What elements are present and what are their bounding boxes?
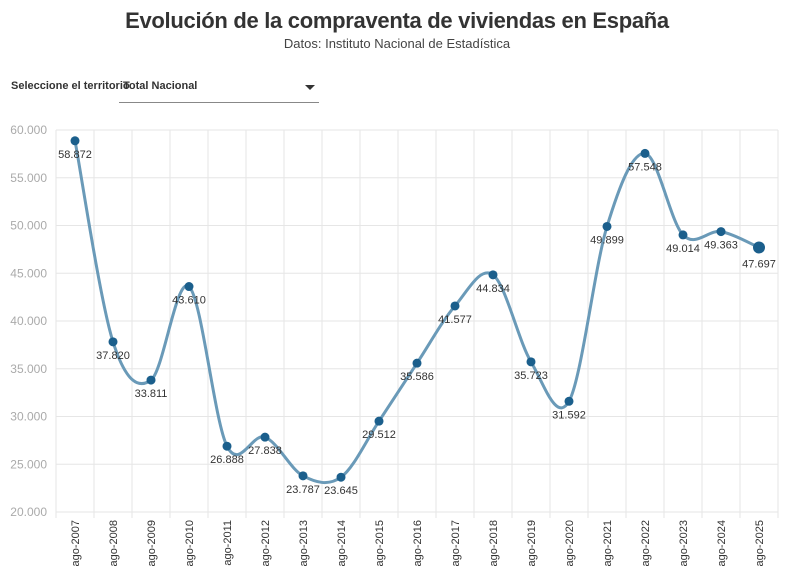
- data-label: 47.697: [742, 258, 776, 270]
- data-label: 57.548: [628, 161, 662, 173]
- data-point: [146, 375, 156, 385]
- x-tick-label: ago-2014: [336, 520, 348, 567]
- data-point: [640, 148, 650, 158]
- data-label: 29.512: [362, 429, 396, 441]
- data-point: [108, 337, 118, 347]
- data-point: [753, 241, 765, 254]
- y-tick-label: 50.000: [10, 219, 47, 233]
- data-labels: 58.872 37.820 33.811 43.610 26.888 27.838 23.7…: [58, 149, 776, 497]
- y-tick-label: 60.000: [10, 123, 47, 137]
- data-point: [716, 227, 726, 237]
- grid-lines: [55, 129, 779, 518]
- territory-selector-label: Seleccione el territorio: [11, 80, 130, 92]
- x-tick-label: ago-2015: [374, 520, 386, 567]
- x-tick-label: ago-2010: [184, 520, 196, 567]
- data-point: [70, 136, 80, 146]
- x-tick-label: ago-2012: [260, 520, 272, 567]
- y-axis: 20.000 25.000 30.000 35.000 40.000 45.000 50.0…: [10, 123, 47, 519]
- x-tick-label: ago-2023: [678, 520, 690, 567]
- data-label: 23.645: [324, 485, 358, 497]
- y-tick-label: 45.000: [10, 266, 47, 280]
- data-label: 37.820: [96, 350, 130, 362]
- data-point: [298, 471, 308, 481]
- data-point: [412, 358, 422, 368]
- y-tick-label: 40.000: [10, 314, 47, 328]
- y-tick-label: 35.000: [10, 362, 47, 376]
- data-point: [222, 441, 232, 451]
- x-tick-label: ago-2008: [108, 520, 120, 567]
- x-axis: ago-2007 ago-2008 ago-2009 ago-2010 ago-2011…: [70, 520, 766, 567]
- y-tick-label: 55.000: [10, 171, 47, 185]
- data-label: 26.888: [210, 454, 244, 466]
- x-tick-label: ago-2025: [754, 520, 766, 567]
- data-label: 49.014: [666, 243, 700, 255]
- data-point: [336, 472, 346, 482]
- data-label: 35.586: [400, 371, 434, 383]
- x-tick-label: ago-2024: [716, 520, 728, 567]
- data-label: 44.834: [476, 283, 510, 295]
- x-tick-label: ago-2016: [412, 520, 424, 567]
- caret-down-icon[interactable]: [305, 85, 315, 90]
- data-label: 49.899: [590, 234, 624, 246]
- series-total-nacional: [70, 136, 765, 485]
- data-label: 27.838: [248, 445, 282, 457]
- chart-subtitle: Datos: Instituto Nacional de Estadística: [283, 36, 511, 51]
- data-point: [526, 357, 536, 367]
- x-tick-label: ago-2019: [526, 520, 538, 567]
- data-label: 31.592: [552, 409, 586, 421]
- data-label: 23.787: [286, 484, 320, 496]
- data-point: [260, 432, 270, 442]
- x-tick-label: ago-2021: [602, 520, 614, 567]
- data-point: [450, 301, 460, 311]
- x-tick-label: ago-2018: [488, 520, 500, 567]
- x-tick-label: ago-2011: [222, 520, 234, 566]
- x-tick-label: ago-2013: [298, 520, 310, 567]
- series-line: [73, 139, 761, 485]
- x-tick-label: ago-2022: [640, 520, 652, 567]
- data-label: 43.610: [172, 295, 206, 307]
- data-label: 49.363: [704, 240, 738, 252]
- data-point: [184, 282, 194, 292]
- territory-select[interactable]: Total Nacional: [119, 74, 319, 103]
- y-tick-label: 30.000: [10, 410, 47, 424]
- data-label: 35.723: [514, 370, 548, 382]
- x-tick-label: ago-2020: [564, 520, 576, 567]
- x-tick-label: ago-2009: [146, 520, 158, 567]
- y-tick-label: 25.000: [10, 457, 47, 471]
- data-label: 58.872: [58, 149, 92, 161]
- x-tick-label: ago-2007: [70, 520, 82, 567]
- x-tick-label: ago-2017: [450, 520, 462, 567]
- territory-select-value: Total Nacional: [123, 80, 198, 92]
- chart-title: Evolución de la compraventa de viviendas…: [125, 8, 669, 33]
- data-point: [374, 416, 384, 426]
- data-label: 41.577: [438, 314, 472, 326]
- data-point: [488, 270, 498, 280]
- data-label: 33.811: [135, 388, 168, 400]
- data-point: [678, 230, 688, 240]
- data-point: [564, 396, 574, 406]
- data-point: [602, 221, 612, 231]
- y-tick-label: 20.000: [10, 505, 47, 519]
